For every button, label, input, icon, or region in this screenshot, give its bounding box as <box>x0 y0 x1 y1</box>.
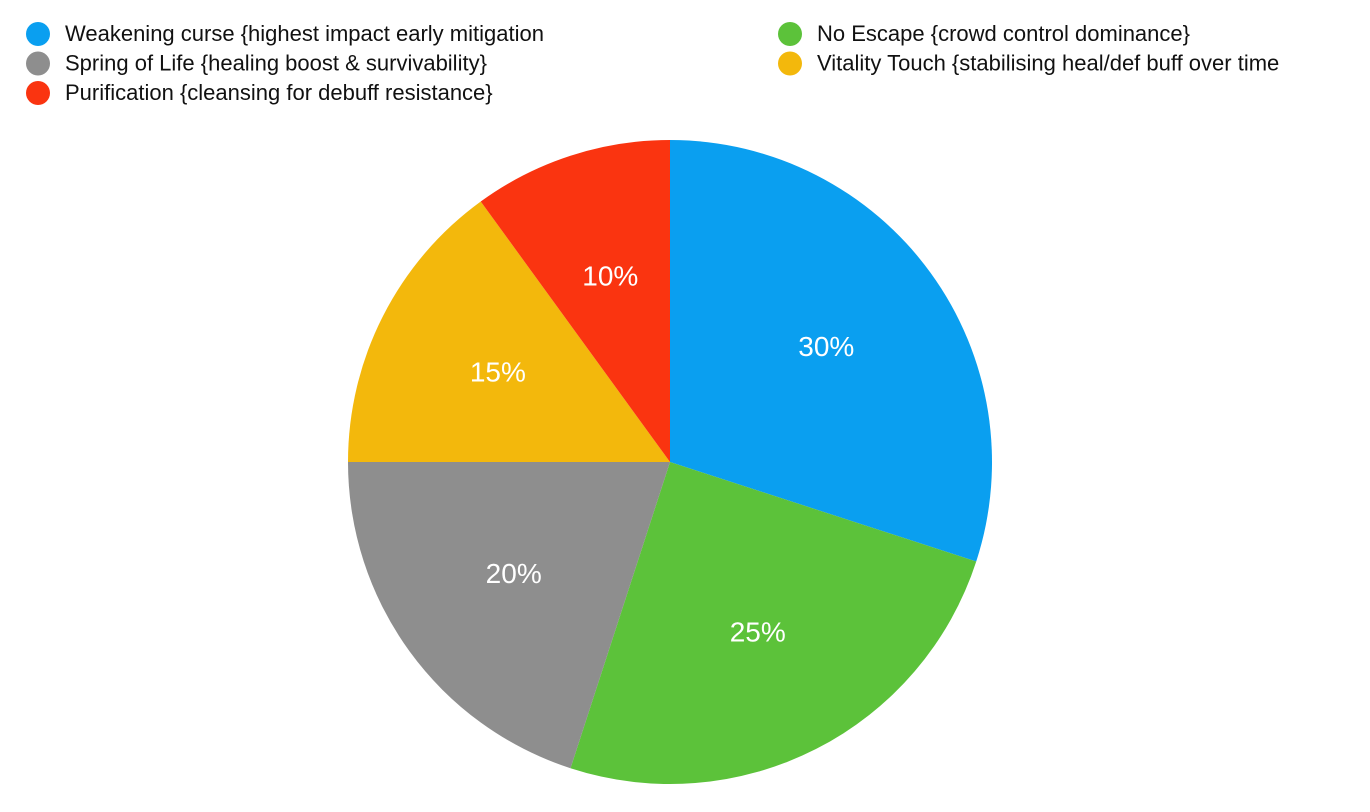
legend-swatch <box>778 22 802 46</box>
legend: Weakening curse {highest impact early mi… <box>26 21 1279 105</box>
pie-slice <box>347 201 670 462</box>
legend-swatch <box>26 22 50 46</box>
pie-slice <box>348 462 670 769</box>
pie: 30% 25% 20% 15% 10% <box>347 140 992 784</box>
legend-swatch <box>26 81 50 105</box>
slice-label: 15% <box>470 357 526 388</box>
legend-label: Weakening curse {highest impact early mi… <box>65 21 544 46</box>
pie-slice <box>570 462 977 784</box>
pie-slice <box>670 140 992 562</box>
legend-swatch <box>26 51 50 76</box>
legend-label: No Escape {crowd control dominance} <box>817 21 1190 46</box>
slice-label: 20% <box>486 558 542 589</box>
slice-label: 10% <box>582 261 638 292</box>
legend-label: Vitality Touch {stabilising heal/def buf… <box>817 50 1279 75</box>
legend-label: Purification {cleansing for debuff resis… <box>65 80 493 105</box>
slice-label: 30% <box>798 331 854 362</box>
pie-slice <box>480 140 670 462</box>
slice-label: 25% <box>730 617 786 648</box>
legend-swatch <box>778 51 802 76</box>
legend-label: Spring of Life {healing boost & survivab… <box>65 50 487 75</box>
